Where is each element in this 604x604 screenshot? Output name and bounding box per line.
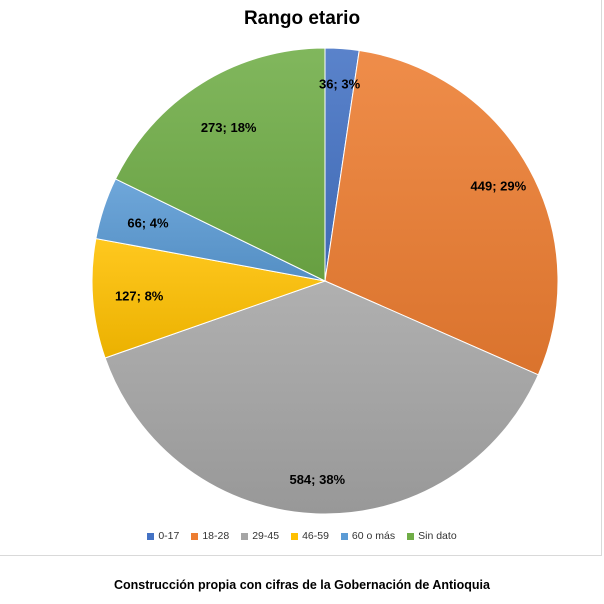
- pie-slice-18-28: [324, 49, 559, 376]
- data-label-46-59: 127; 8%: [115, 288, 164, 303]
- chart-title: Rango etario: [243, 8, 361, 29]
- data-label-60-o-m-s: 66; 4%: [127, 216, 169, 231]
- data-label-sin-dato: 273; 18%: [201, 120, 257, 135]
- pie-slice-46-59: [91, 237, 327, 359]
- data-label-29-45: 584; 38%: [289, 472, 345, 487]
- figure-caption: Construcción propia con cifras de la Gob…: [114, 578, 490, 592]
- legend-item-60-o-m-s: 60 o más: [340, 530, 396, 542]
- legend-swatch: [291, 532, 299, 540]
- legend-swatch: [340, 532, 348, 540]
- data-label-0-17: 36; 3%: [319, 76, 361, 91]
- legend-item-sin-dato: Sin dato: [407, 530, 457, 542]
- pie-slice-sin-dato: [114, 47, 326, 282]
- legend-item-18-28: 18-28: [191, 530, 229, 542]
- chart-legend: 0-17 18-28 29-45 46-59 60 o más Sin dato: [0, 530, 604, 542]
- legend-swatch: [147, 532, 155, 540]
- pie-slice-29-45: [104, 280, 539, 515]
- legend-label: 46-59: [302, 530, 329, 542]
- legend-label: Sin dato: [418, 530, 457, 542]
- legend-label: 60 o más: [351, 530, 396, 542]
- legend-label: 0-17: [158, 530, 180, 542]
- data-label-18-28: 449; 29%: [471, 178, 527, 193]
- pie-chart: 36; 3% 449; 29% 584; 38% 127; 8% 66; 4% 273; …: [91, 47, 559, 515]
- legend-item-46-59: 46-59: [291, 530, 329, 542]
- legend-label: 18-28: [202, 530, 230, 542]
- legend-item-29-45: 29-45: [241, 530, 279, 542]
- legend-item-0-17: 0-17: [147, 530, 179, 542]
- legend-label: 29-45: [252, 530, 280, 542]
- legend-swatch: [407, 532, 415, 540]
- legend-swatch: [191, 532, 199, 540]
- legend-swatch: [241, 532, 249, 540]
